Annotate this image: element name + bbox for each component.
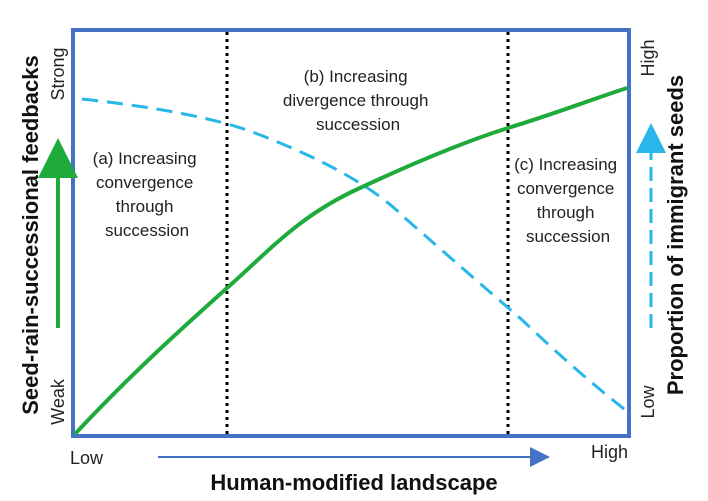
- region-a-line-1: (a) Increasing: [93, 149, 197, 168]
- x-axis-low-label: Low: [70, 448, 104, 468]
- region-c-line-4: succession: [526, 227, 610, 246]
- immigrant-seeds-curve: [81, 97, 629, 414]
- region-a-line-3: through: [116, 197, 174, 216]
- x-axis-high-label: High: [591, 442, 628, 462]
- region-a-line-2: convergence: [96, 173, 193, 192]
- plot-frame: [71, 28, 631, 438]
- left-axis-low-label: Weak: [48, 378, 68, 425]
- region-c-line-3: through: [537, 203, 595, 222]
- region-a-line-4: succession: [105, 221, 189, 240]
- feedback-curve: [73, 86, 628, 436]
- left-axis-title: Seed-rain-successional feedbacks: [18, 55, 43, 415]
- x-axis-title: Human-modified landscape: [210, 470, 497, 495]
- svg-text:(b) Increasing divergence: (b) Increasing divergence through succes…: [283, 67, 433, 134]
- right-axis-high-label: High: [638, 39, 658, 76]
- region-b-line-3: succession: [316, 115, 400, 134]
- right-axis-low-label: Low: [638, 384, 658, 418]
- region-c-line-2: convergence: [517, 179, 614, 198]
- left-axis-high-label: Strong: [48, 47, 68, 100]
- svg-text:(a) Increasing convergence: (a) Increasing convergence through succe…: [93, 149, 202, 240]
- region-b-line-2: divergence through: [283, 91, 429, 110]
- svg-text:(c) Increasing convergence: (c) Increasing convergence through succe…: [514, 155, 622, 246]
- region-c-line-1: (c) Increasing: [514, 155, 617, 174]
- region-b-line-1: (b) Increasing: [304, 67, 408, 86]
- right-axis-title: Proportion of immigrant seeds: [663, 75, 688, 395]
